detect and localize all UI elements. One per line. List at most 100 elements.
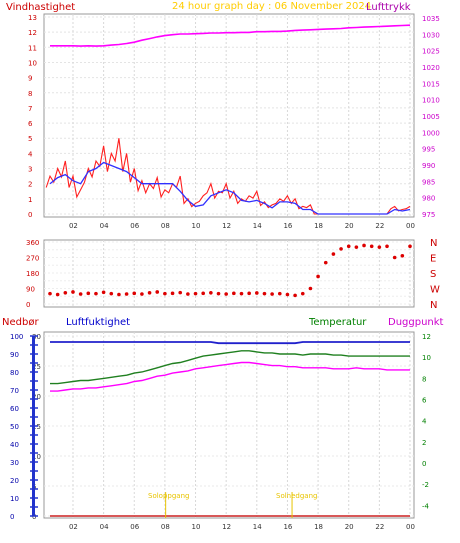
rain-y-tick: 20 — [10, 477, 19, 485]
direction-point — [186, 292, 190, 296]
direction-point — [285, 292, 290, 297]
wind-x-tick: 14 — [253, 222, 262, 230]
rain-title: Nedbør — [2, 317, 39, 328]
direction-point — [55, 292, 60, 297]
direction-point — [277, 291, 282, 296]
humidity-y-tick: 15 — [32, 423, 41, 431]
wind-x-tick: 10 — [192, 222, 201, 230]
direction-y-tick: 90 — [26, 286, 35, 294]
wind-frame — [43, 13, 415, 218]
humidity-y-tick: 10 — [32, 453, 41, 461]
rain-y-tick: 10 — [10, 495, 19, 503]
wind-y-tick: 0 — [28, 211, 32, 219]
wind-x-tick: 12 — [222, 222, 231, 230]
direction-point — [300, 291, 305, 296]
pressure-y-tick: 1000 — [422, 129, 440, 137]
climate-x-tick: 08 — [161, 523, 170, 531]
wind-y-tick: 12 — [28, 29, 37, 37]
rain-y-tick: 70 — [10, 387, 19, 395]
sunset-label: Solnedgang — [276, 492, 317, 500]
direction-point — [147, 291, 152, 295]
direction-point — [323, 260, 328, 265]
wind-y-tick: 10 — [28, 59, 37, 67]
temp-y-tick: 4 — [422, 418, 427, 426]
compass-tick: E — [430, 254, 436, 265]
climate-x-tick: 22 — [375, 523, 384, 531]
dewpoint-line — [50, 361, 410, 392]
temp-y-tick: 10 — [422, 354, 431, 362]
direction-point — [101, 290, 106, 295]
compass-tick: N — [430, 238, 437, 249]
direction-point — [132, 291, 137, 296]
direction-point — [193, 291, 198, 296]
wind-x-tick: 18 — [314, 222, 323, 230]
wind-y-tick: 5 — [28, 135, 32, 143]
climate-x-tick: 00 — [406, 523, 415, 531]
wind-x-tick: 04 — [100, 222, 109, 230]
wind-x-tick: 06 — [130, 222, 139, 230]
temp-y-tick: 12 — [422, 333, 431, 341]
direction-y-tick: 270 — [26, 255, 39, 263]
direction-point — [247, 291, 251, 296]
pressure-y-tick: 1035 — [422, 15, 440, 23]
direction-point — [155, 290, 160, 294]
rain-y-tick: 50 — [10, 423, 19, 431]
compass-tick: N — [430, 300, 437, 311]
pressure-y-tick: 990 — [422, 162, 435, 170]
temperature-title: Temperatur — [308, 317, 367, 328]
wind-avg-line — [49, 161, 411, 215]
rain-y-tick: 30 — [10, 459, 19, 467]
wind-y-tick: 6 — [28, 120, 33, 128]
direction-point — [369, 244, 374, 249]
pressure-y-tick: 985 — [422, 178, 435, 186]
direction-point — [201, 291, 205, 296]
pressure-line — [50, 24, 411, 47]
direction-point — [270, 292, 274, 296]
pressure-title: Lufttrykk — [366, 2, 411, 13]
pressure-y-tick: 1030 — [422, 31, 440, 39]
direction-point — [124, 292, 129, 296]
direction-point — [339, 247, 343, 251]
rain-y-tick: 60 — [10, 405, 19, 413]
temp-y-tick: -2 — [422, 481, 429, 489]
direction-y-tick: 0 — [26, 301, 30, 309]
direction-point — [86, 291, 91, 296]
direction-point — [354, 245, 359, 249]
direction-point — [117, 292, 121, 297]
pressure-y-tick: 1010 — [422, 97, 440, 105]
temp-y-tick: 8 — [422, 375, 426, 383]
graph-title: 24 hour graph day : 06 November 2024 — [172, 1, 371, 12]
direction-point — [163, 291, 167, 296]
direction-point — [170, 291, 175, 296]
direction-point — [331, 252, 336, 256]
pressure-y-tick: 1005 — [422, 113, 440, 121]
humidity-title: Luftfuktighet — [66, 317, 130, 328]
wind-y-tick: 3 — [28, 166, 32, 174]
direction-point — [178, 290, 183, 295]
direction-point — [209, 291, 213, 295]
wind-x-tick: 16 — [283, 222, 292, 230]
sunrise-label: Soloppgang — [148, 492, 189, 500]
temp-y-tick: 0 — [422, 460, 426, 468]
climate-x-tick: 14 — [253, 523, 262, 531]
climate-x-tick: 02 — [69, 523, 78, 531]
wind-x-tick: 20 — [345, 222, 354, 230]
humidity-y-tick: 30 — [32, 333, 41, 341]
climate-x-tick: 12 — [222, 523, 231, 531]
wind-y-tick: 8 — [28, 90, 32, 98]
humidity-y-tick: 0 — [32, 513, 36, 521]
wind-x-tick: 00 — [406, 222, 415, 230]
wind-title: Vindhastighet — [6, 2, 75, 13]
direction-point — [408, 244, 412, 249]
direction-y-tick: 360 — [26, 239, 39, 247]
pressure-y-tick: 975 — [422, 211, 435, 219]
humidity-temp-panel: 0102030405060708090100051015202530-4-202… — [10, 331, 431, 531]
direction-point — [94, 291, 98, 296]
wind-y-tick: 4 — [28, 150, 33, 158]
direction-point — [48, 291, 52, 296]
rain-y-tick: 100 — [10, 333, 23, 341]
direction-point — [63, 291, 68, 295]
direction-y-tick: 180 — [26, 270, 39, 278]
